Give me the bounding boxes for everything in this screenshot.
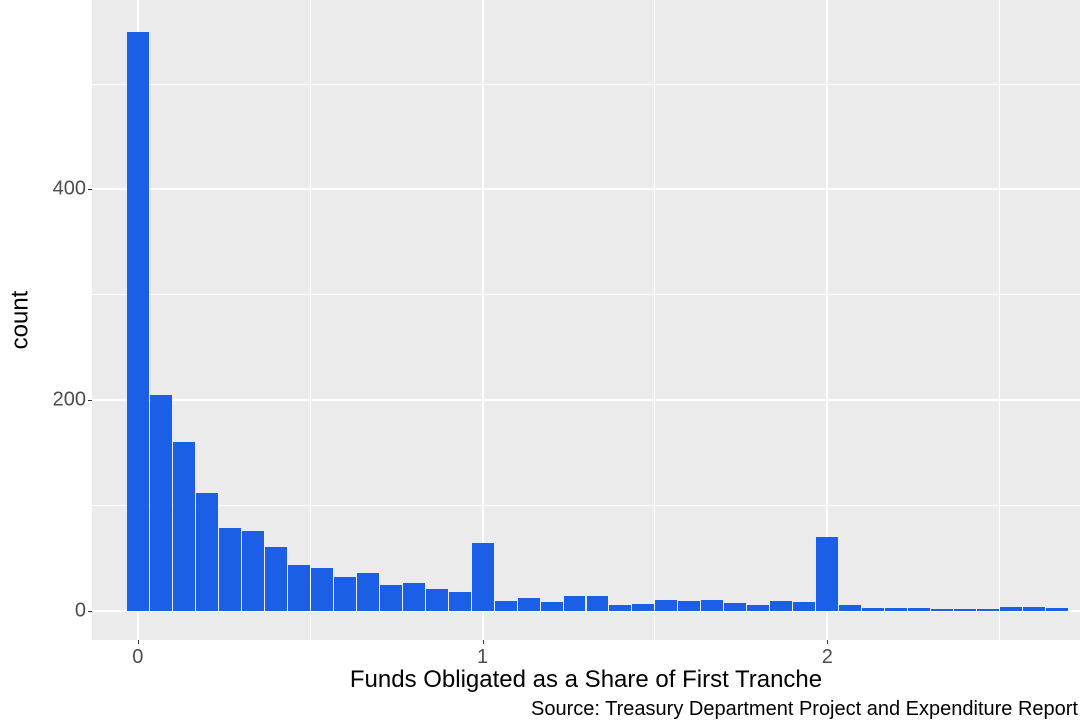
histogram-bar [724,603,746,610]
histogram-bars [92,0,1080,640]
histogram-bar [334,577,356,611]
histogram-bar [265,547,287,610]
histogram-bar [288,565,310,610]
histogram-bar [564,596,586,611]
histogram-bar [219,528,241,610]
y-tick-label: 400 [53,178,86,201]
y-axis-title-text: count [6,291,34,350]
chart-caption: Source: Treasury Department Project and … [0,698,1090,721]
histogram-bar [931,609,953,610]
histogram-bar [632,604,654,610]
plot-area: 0 200 400 [40,0,1080,640]
histogram-bar [747,605,769,610]
histogram-bar [242,531,264,611]
histogram-bar [403,583,425,610]
histogram-bar [908,608,930,610]
y-tick-labels: 0 200 400 [40,0,92,640]
histogram-bar [701,600,723,611]
histogram-bar [977,609,999,610]
histogram-bar [609,605,631,610]
histogram-bar [885,608,907,610]
y-tick-label: 200 [53,389,86,412]
histogram-bar [518,598,540,611]
histogram-bar [816,537,838,611]
histogram-bar [678,601,700,610]
plot-panel [92,0,1080,640]
histogram-chart: count 0200400 012 Funds Obligated as a S… [0,0,1090,727]
histogram-bar [1000,607,1022,610]
histogram-bar [380,585,402,610]
histogram-bar [839,605,861,610]
histogram-bar [793,602,815,610]
histogram-bar [541,602,563,610]
histogram-bar [495,601,517,610]
x-tick-mark [827,640,828,644]
x-tick-mark [138,640,139,644]
histogram-bar [127,32,149,611]
histogram-bar [472,543,494,610]
histogram-bar [449,592,471,611]
histogram-bar [173,442,195,610]
x-tick-mark [483,640,484,644]
histogram-bar [357,573,379,611]
histogram-bar [150,395,172,611]
x-axis-title: Funds Obligated as a Share of First Tran… [92,666,1080,694]
histogram-bar [655,600,677,611]
histogram-bar [196,493,218,611]
histogram-bar [311,568,333,610]
y-axis-title: count [0,0,40,640]
histogram-bar [587,596,609,611]
histogram-bar [426,589,448,610]
histogram-bar [1046,608,1068,610]
histogram-bar [862,608,884,610]
y-tick-label: 0 [75,599,86,622]
histogram-bar [770,601,792,610]
histogram-bar [1023,607,1045,610]
histogram-bar [954,609,976,610]
